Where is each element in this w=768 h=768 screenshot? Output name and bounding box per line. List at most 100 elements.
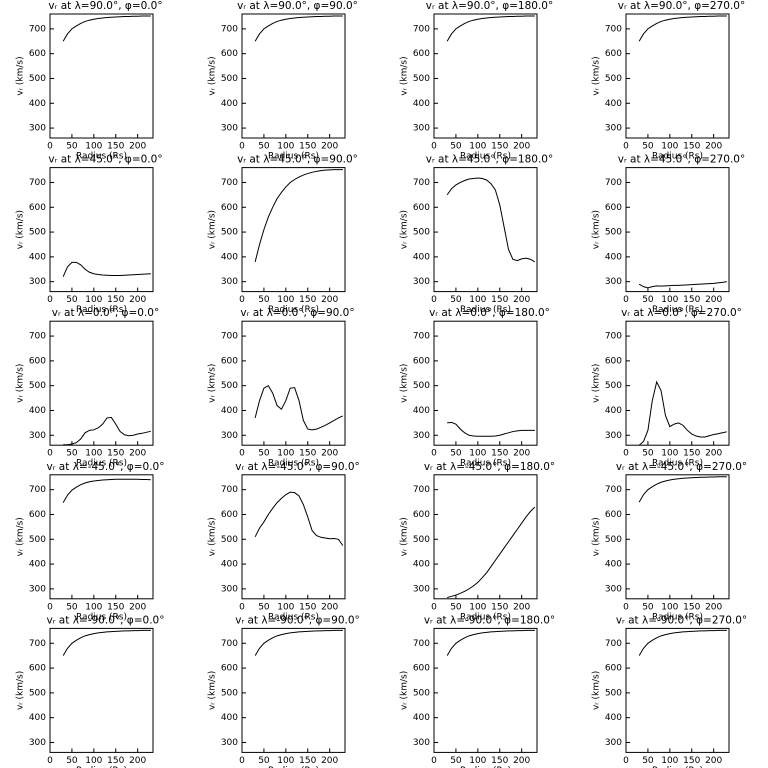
y-tick-label: 700 xyxy=(413,178,430,188)
x-tick-label: 50 xyxy=(450,449,462,459)
data-line xyxy=(446,629,535,656)
panel: vᵣ at λ=90.0°, φ=0.0° 0 50 100 150 200 300 400 5… xyxy=(16,0,163,162)
plot-frame xyxy=(433,320,538,446)
y-tick-label: 400 xyxy=(29,713,46,723)
plot-frame xyxy=(241,320,346,446)
y-axis-label: vᵣ (km/s) xyxy=(400,210,410,249)
y-tick-label: 400 xyxy=(29,406,46,416)
y-tick-label: 700 xyxy=(221,332,238,342)
y-tick-label: 500 xyxy=(413,688,430,698)
y-tick-label: 700 xyxy=(29,178,46,188)
x-tick-label: 0 xyxy=(47,756,53,766)
x-tick-label: 100 xyxy=(85,756,102,766)
panel-title: vᵣ at λ=90.0°, φ=180.0° xyxy=(426,0,554,12)
y-tick-label: 300 xyxy=(413,124,430,134)
y-tick-label: 700 xyxy=(221,178,238,188)
x-tick-label: 150 xyxy=(491,142,508,152)
panel-title: vᵣ at λ=0.0°, φ=180.0° xyxy=(429,307,550,319)
y-tick-label: 300 xyxy=(605,431,622,441)
x-tick-label: 100 xyxy=(661,295,678,305)
x-tick-label: 100 xyxy=(85,295,102,305)
y-axis-label: vᵣ (km/s) xyxy=(592,56,602,95)
panel: vᵣ at λ=-90.0°, φ=270.0° 0 50 100 150 200 300 4… xyxy=(592,614,748,768)
panel-title: vᵣ at λ=90.0°, φ=0.0° xyxy=(48,0,162,12)
y-tick-label: 700 xyxy=(413,485,430,495)
plot-frame xyxy=(49,474,154,600)
y-tick-label: 500 xyxy=(413,381,430,391)
x-tick-label: 0 xyxy=(431,449,437,459)
panel: vᵣ at λ=-45.0°, φ=180.0° 0 50 100 150 200 300 4… xyxy=(400,461,556,623)
x-axis-label: Radius (Rs) xyxy=(76,459,127,469)
x-tick-label: 0 xyxy=(239,756,245,766)
y-tick-label: 500 xyxy=(29,381,46,391)
x-axis-label: Radius (Rs) xyxy=(76,612,127,622)
y-axis-label: vᵣ (km/s) xyxy=(400,56,410,95)
x-tick-label: 100 xyxy=(85,449,102,459)
x-tick-label: 200 xyxy=(513,295,530,305)
panel: vᵣ at λ=-45.0°, φ=270.0° 0 50 100 150 200 300 4… xyxy=(592,461,748,623)
x-tick-label: 50 xyxy=(642,602,654,612)
y-axis-label: vᵣ (km/s) xyxy=(16,364,26,403)
y-tick-label: 600 xyxy=(221,664,238,674)
data-line xyxy=(447,506,536,599)
x-tick-label: 100 xyxy=(469,756,486,766)
y-tick-label: 700 xyxy=(29,332,46,342)
y-tick-label: 600 xyxy=(605,203,622,213)
x-tick-label: 0 xyxy=(239,142,245,152)
data-line xyxy=(638,380,727,446)
data-line xyxy=(254,15,343,42)
x-tick-label: 100 xyxy=(661,756,678,766)
x-tick-label: 200 xyxy=(129,756,146,766)
panel: vᵣ at λ=45.0°, φ=180.0° 0 50 100 150 200 300 40… xyxy=(400,154,554,316)
x-tick-label: 100 xyxy=(469,295,486,305)
y-tick-label: 600 xyxy=(221,356,238,366)
x-tick-label: 50 xyxy=(66,756,78,766)
y-tick-label: 600 xyxy=(29,510,46,520)
panel-title: vᵣ at λ=0.0°, φ=90.0° xyxy=(240,307,354,319)
y-tick-label: 700 xyxy=(221,485,238,495)
y-tick-label: 300 xyxy=(413,584,430,594)
x-tick-label: 100 xyxy=(277,449,294,459)
panel: vᵣ at λ=45.0°, φ=90.0° 0 50 100 150 200 300 400… xyxy=(208,154,358,316)
data-line xyxy=(62,629,151,656)
x-tick-label: 0 xyxy=(431,295,437,305)
x-tick-label: 150 xyxy=(683,295,700,305)
panel: vᵣ at λ=0.0°, φ=180.0° 0 50 100 150 200 300 400… xyxy=(400,307,550,469)
panel: vᵣ at λ=45.0°, φ=270.0° 0 50 100 150 200 300 40… xyxy=(592,154,746,316)
x-tick-label: 150 xyxy=(299,756,316,766)
y-tick-label: 500 xyxy=(605,381,622,391)
y-tick-label: 600 xyxy=(413,49,430,59)
y-tick-label: 500 xyxy=(413,228,430,238)
y-axis-label: vᵣ (km/s) xyxy=(400,671,410,710)
x-tick-label: 50 xyxy=(450,602,462,612)
x-axis-label: Radius (Rs) xyxy=(652,766,703,768)
panel: vᵣ at λ=-90.0°, φ=180.0° 0 50 100 150 200 300 4… xyxy=(400,614,556,768)
x-tick-label: 100 xyxy=(469,142,486,152)
y-axis-label: vᵣ (km/s) xyxy=(208,364,218,403)
x-tick-label: 0 xyxy=(431,142,437,152)
y-tick-label: 300 xyxy=(29,738,46,748)
y-tick-label: 400 xyxy=(221,560,238,570)
x-tick-label: 100 xyxy=(277,142,294,152)
y-axis-label: vᵣ (km/s) xyxy=(208,56,218,95)
x-tick-label: 200 xyxy=(705,602,722,612)
y-tick-label: 500 xyxy=(605,535,622,545)
panel-title: vᵣ at λ=45.0°, φ=270.0° xyxy=(618,154,746,166)
x-axis-label: Radius (Rs) xyxy=(460,305,511,315)
panel: vᵣ at λ=-90.0°, φ=0.0° 0 50 100 150 200 300 400… xyxy=(16,614,165,768)
y-tick-label: 700 xyxy=(413,639,430,649)
x-tick-label: 200 xyxy=(321,142,338,152)
data-line xyxy=(62,478,151,503)
x-tick-label: 150 xyxy=(683,756,700,766)
y-axis-label: vᵣ (km/s) xyxy=(400,364,410,403)
y-axis-label: vᵣ (km/s) xyxy=(16,517,26,556)
y-axis-label: vᵣ (km/s) xyxy=(208,517,218,556)
x-tick-label: 150 xyxy=(107,756,124,766)
x-axis-label: Radius (Rs) xyxy=(76,766,127,768)
y-axis-label: vᵣ (km/s) xyxy=(16,671,26,710)
x-tick-label: 50 xyxy=(642,449,654,459)
panel-title: vᵣ at λ=90.0°, φ=90.0° xyxy=(237,0,358,12)
data-line xyxy=(638,476,727,503)
y-tick-label: 300 xyxy=(605,584,622,594)
panel: vᵣ at λ=0.0°, φ=270.0° 0 50 100 150 200 300 400… xyxy=(592,307,742,469)
